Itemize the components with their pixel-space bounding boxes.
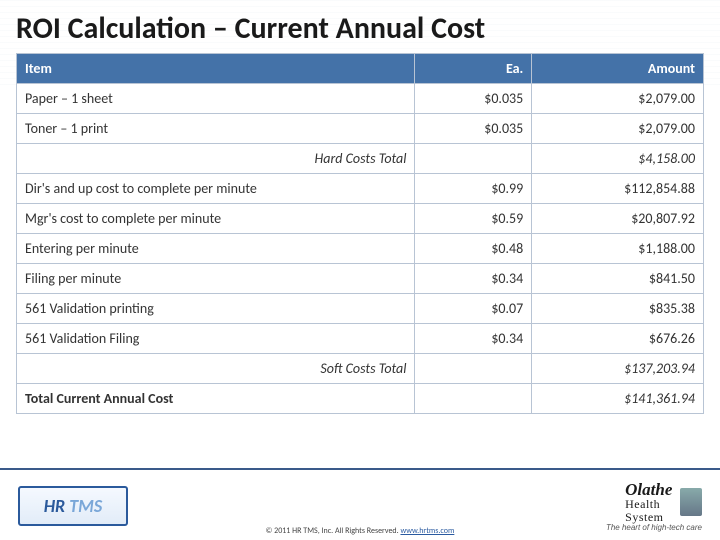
hard-total-label: Hard Costs Total xyxy=(17,144,415,174)
soft-total-amount: $137,203.94 xyxy=(532,354,704,384)
grand-total-ea xyxy=(415,384,532,414)
cell-item: Toner – 1 print xyxy=(17,114,415,144)
cell-item: Entering per minute xyxy=(17,234,415,264)
cell-item: Mgr's cost to complete per minute xyxy=(17,204,415,234)
cell-item: Paper – 1 sheet xyxy=(17,84,415,114)
cell-amount: $2,079.00 xyxy=(532,114,704,144)
cost-table: Item Ea. Amount Paper – 1 sheet $0.035 $… xyxy=(16,53,704,414)
cell-amount: $112,854.88 xyxy=(532,174,704,204)
hard-costs-total-row: Hard Costs Total $4,158.00 xyxy=(17,144,704,174)
soft-total-label: Soft Costs Total xyxy=(17,354,415,384)
hard-total-ea xyxy=(415,144,532,174)
cell-amount: $835.38 xyxy=(532,294,704,324)
table-row: Filing per minute $0.34 $841.50 xyxy=(17,264,704,294)
table-row: Mgr's cost to complete per minute $0.59 … xyxy=(17,204,704,234)
soft-costs-total-row: Soft Costs Total $137,203.94 xyxy=(17,354,704,384)
cell-item: Filing per minute xyxy=(17,264,415,294)
grand-total-label: Total Current Annual Cost xyxy=(17,384,415,414)
cell-item: 561 Validation printing xyxy=(17,294,415,324)
olathe-logo: Olathe Health System The heart of high-t… xyxy=(606,481,702,532)
grand-total-row: Total Current Annual Cost $141,361.94 xyxy=(17,384,704,414)
table-row: 561 Validation printing $0.07 $835.38 xyxy=(17,294,704,324)
cell-amount: $2,079.00 xyxy=(532,84,704,114)
table-row: Toner – 1 print $0.035 $2,079.00 xyxy=(17,114,704,144)
olathe-logo-line3: System xyxy=(625,511,672,524)
olathe-tagline: The heart of high-tech care xyxy=(606,524,702,532)
col-header-ea: Ea. xyxy=(415,54,532,84)
page-title: ROI Calculation – Current Annual Cost xyxy=(0,0,720,53)
table-header-row: Item Ea. Amount xyxy=(17,54,704,84)
copyright: © 2011 HR TMS, Inc. All Rights Reserved.… xyxy=(266,526,455,536)
cell-ea: $0.59 xyxy=(415,204,532,234)
copyright-text: © 2011 HR TMS, Inc. All Rights Reserved. xyxy=(266,526,401,536)
hrtms-logo-tms: TMS xyxy=(65,495,102,517)
cell-amount: $676.26 xyxy=(532,324,704,354)
hrtms-logo-text: HR TMS xyxy=(44,495,103,517)
cell-amount: $20,807.92 xyxy=(532,204,704,234)
cost-table-container: Item Ea. Amount Paper – 1 sheet $0.035 $… xyxy=(0,53,720,414)
cell-ea: $0.34 xyxy=(415,264,532,294)
cell-amount: $841.50 xyxy=(532,264,704,294)
soft-total-ea xyxy=(415,354,532,384)
hard-total-amount: $4,158.00 xyxy=(532,144,704,174)
cell-ea: $0.34 xyxy=(415,324,532,354)
cell-ea: $0.48 xyxy=(415,234,532,264)
cell-amount: $1,188.00 xyxy=(532,234,704,264)
olathe-emblem-icon xyxy=(680,488,702,516)
cell-ea: $0.99 xyxy=(415,174,532,204)
col-header-item: Item xyxy=(17,54,415,84)
table-row: Dir's and up cost to complete per minute… xyxy=(17,174,704,204)
hrtms-logo-hr: HR xyxy=(44,495,66,517)
cell-ea: $0.035 xyxy=(415,84,532,114)
grand-total-amount: $141,361.94 xyxy=(532,384,704,414)
cell-item: Dir's and up cost to complete per minute xyxy=(17,174,415,204)
cell-ea: $0.07 xyxy=(415,294,532,324)
table-row: Paper – 1 sheet $0.035 $2,079.00 xyxy=(17,84,704,114)
footer-divider xyxy=(0,468,720,470)
copyright-link[interactable]: www.hrtms.com xyxy=(400,526,454,536)
cell-item: 561 Validation Filing xyxy=(17,324,415,354)
footer: HR TMS Olathe Health System The heart of… xyxy=(0,468,720,540)
cell-ea: $0.035 xyxy=(415,114,532,144)
table-row: 561 Validation Filing $0.34 $676.26 xyxy=(17,324,704,354)
col-header-amount: Amount xyxy=(532,54,704,84)
olathe-logo-line1: Olathe xyxy=(625,481,672,499)
table-row: Entering per minute $0.48 $1,188.00 xyxy=(17,234,704,264)
hrtms-logo: HR TMS xyxy=(18,486,128,526)
